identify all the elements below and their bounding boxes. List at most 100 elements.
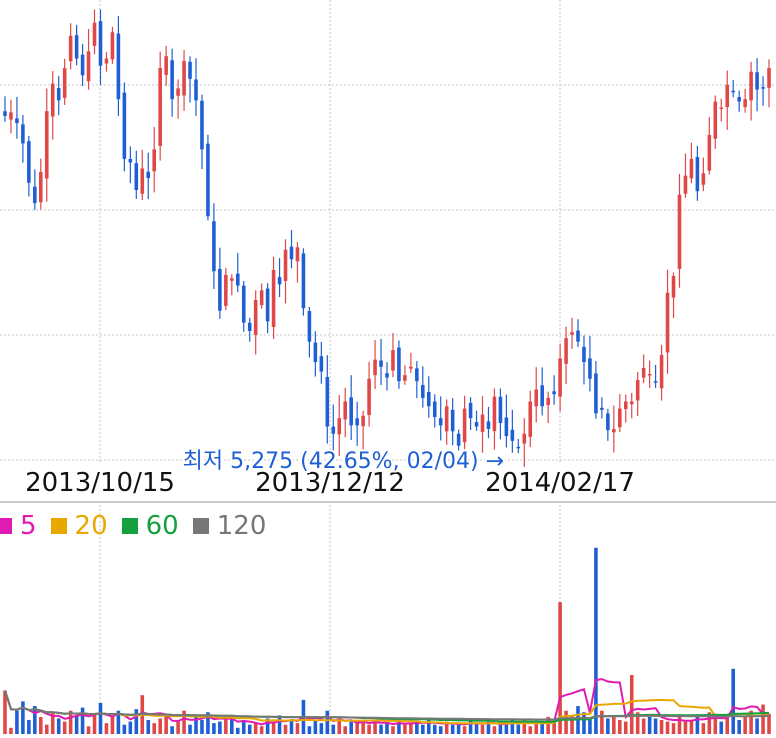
- volume-bar: [92, 713, 97, 734]
- candle-body: [468, 402, 473, 419]
- candle: [618, 394, 622, 432]
- candle: [265, 283, 270, 334]
- candle: [283, 239, 288, 304]
- candle-body: [713, 101, 718, 139]
- candle-body: [265, 288, 270, 322]
- volume-bar: [134, 709, 139, 734]
- candle-body: [594, 373, 598, 414]
- candle: [456, 429, 461, 451]
- legend-item-ma20: 20: [50, 511, 108, 541]
- candle-body: [188, 61, 192, 79]
- low-annotation: 최저 5,275 (42.65%, 02/04) →: [183, 449, 504, 474]
- candle-body: [235, 273, 240, 286]
- legend-swatch-ma5: [0, 518, 12, 534]
- volume-bar: [194, 715, 198, 734]
- candle: [385, 362, 389, 391]
- candle-body: [146, 171, 151, 179]
- candle: [546, 391, 550, 423]
- candle: [182, 50, 186, 111]
- volume-bar: [468, 720, 473, 734]
- x-tick-label: 2013/12/12: [255, 468, 405, 498]
- candle: [373, 340, 377, 389]
- candle-body: [695, 157, 700, 192]
- candle: [558, 343, 562, 412]
- volume-bar: [671, 723, 676, 734]
- candle: [677, 173, 682, 288]
- volume-bar: [44, 724, 49, 734]
- candle-body: [444, 406, 449, 432]
- candle: [600, 397, 604, 419]
- candle: [235, 252, 240, 293]
- volume-bar: [367, 724, 371, 734]
- candle-body: [397, 347, 401, 382]
- candle: [486, 406, 491, 439]
- candle-body: [647, 373, 652, 376]
- candle-body: [212, 221, 216, 272]
- candle: [647, 360, 652, 389]
- candle: [719, 98, 724, 122]
- candle: [564, 326, 568, 385]
- candle-body: [164, 56, 168, 75]
- candle-body: [588, 358, 592, 379]
- candle: [552, 375, 556, 405]
- volume-bar: [695, 715, 700, 734]
- candle: [62, 58, 67, 105]
- candle-body: [474, 422, 479, 427]
- volume-bar: [594, 547, 598, 734]
- volume-bar: [206, 712, 210, 734]
- candle: [438, 396, 443, 441]
- candle-body: [546, 397, 550, 406]
- candle: [397, 340, 401, 389]
- volume-bar: [498, 724, 503, 734]
- candle: [271, 256, 276, 340]
- legend-swatch-ma60: [121, 518, 138, 534]
- candle: [104, 52, 109, 72]
- volume-bar: [391, 726, 395, 734]
- candle-body: [325, 377, 330, 427]
- candle: [224, 267, 228, 311]
- candle: [194, 58, 198, 116]
- candle-body: [259, 290, 264, 306]
- volume-bar: [218, 721, 222, 734]
- volume-bar: [403, 724, 407, 734]
- candle: [612, 405, 616, 453]
- volume-bar: [480, 724, 485, 734]
- volume-bar: [606, 718, 610, 734]
- volume-bar: [516, 724, 521, 734]
- volume-bar: [707, 712, 712, 734]
- candle-body: [301, 253, 306, 309]
- volume-bar: [731, 668, 735, 734]
- volume-bar: [289, 720, 294, 734]
- candle: [588, 336, 592, 392]
- candle-body: [677, 194, 682, 269]
- volume-bar: [21, 701, 25, 734]
- candle-body: [27, 141, 31, 183]
- candle: [653, 364, 658, 388]
- candle-body: [761, 87, 765, 89]
- candle-body: [92, 22, 97, 46]
- volume-bar: [152, 723, 156, 734]
- candle-body: [725, 84, 730, 108]
- volume-bar: [504, 723, 509, 734]
- volume-bar: [552, 721, 556, 734]
- candle-body: [438, 418, 443, 426]
- volume-bar: [361, 720, 365, 734]
- candle: [200, 94, 204, 170]
- candle-body: [271, 270, 276, 328]
- candle: [534, 367, 539, 423]
- candle-body: [349, 397, 353, 426]
- volume-bar: [438, 726, 443, 734]
- legend-label-ma60: 60: [145, 511, 179, 541]
- volume-bar: [176, 721, 180, 734]
- volume-bar: [415, 721, 419, 734]
- volume-bar: [307, 726, 312, 734]
- candle: [540, 367, 544, 416]
- candle: [570, 317, 574, 349]
- volume-bar: [355, 723, 359, 734]
- candle: [713, 95, 718, 149]
- candle: [379, 338, 383, 386]
- volume-bar: [110, 716, 115, 734]
- candle-body: [277, 277, 282, 285]
- candle: [140, 149, 145, 201]
